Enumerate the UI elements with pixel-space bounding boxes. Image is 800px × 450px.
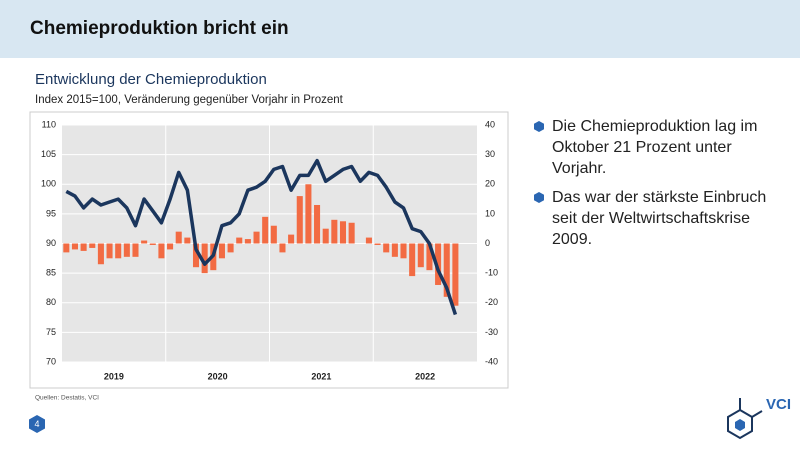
bar [123,243,130,257]
bar [192,243,200,268]
chart-subtitle: Index 2015=100, Veränderung gegenüber Vo… [35,94,344,106]
bullet-icon [534,121,544,132]
chart-title: Entwicklung der Chemieproduktion [35,71,267,88]
bar [322,228,329,244]
bar [175,231,182,244]
y-tick-label: 70 [46,356,56,366]
bar [201,243,208,274]
y-tick-label: 95 [46,208,56,218]
bar [218,243,225,259]
bar [236,237,243,244]
bar [106,243,113,259]
bar [141,240,148,244]
bar [244,239,251,244]
page-number: 4 [34,419,39,429]
bar [331,219,338,244]
bullet: Das war der stärkste Einbruch seit der W… [534,187,788,250]
bar [288,234,295,244]
bar [409,243,416,277]
bar [365,237,372,244]
bar [348,222,355,244]
header-band [0,0,800,58]
bar [184,237,191,244]
bar [167,243,174,250]
x-year-label: 2020 [208,371,228,381]
bullet-text: Die Chemieproduktion lag im Oktober 21 P… [552,118,758,177]
bar [253,231,260,244]
bar [314,204,321,244]
bar [383,243,390,253]
bar [63,243,70,253]
x-year-label: 2021 [311,371,331,381]
index-line [65,158,458,316]
bar [270,225,277,244]
y-tick-label: 80 [46,297,56,307]
y-tick-label: 90 [46,238,56,248]
bar [158,243,165,259]
bar [132,243,139,257]
y2-tick-label: 40 [485,119,495,129]
bar [374,243,381,245]
bullet-text: Das war der stärkste Einbruch seit der W… [552,189,767,248]
bullet: Die Chemieproduktion lag im Oktober 21 P… [534,116,788,179]
source: Quellen: Destatis, VCI [35,395,99,402]
bar [443,243,450,297]
y2-tick-label: -20 [485,297,498,307]
x-year-label: 2022 [415,371,435,381]
plot: 70 75 80 85 90 95 100 105 110 -40 -30 -20 -10 0 10 20 30… [41,119,498,381]
bar [400,243,407,259]
bar [452,243,459,306]
bar [89,243,96,248]
bar [296,196,303,244]
y-tick-label: 100 [41,179,56,189]
bar [279,243,286,253]
y-tick-label: 105 [41,149,56,159]
bar [97,243,104,265]
bar [71,243,78,250]
y2-tick-label: 10 [485,208,495,218]
logo-text: VCI [766,396,791,413]
logo-mark [727,398,763,440]
page-badge [29,415,45,433]
y-tick-label: 75 [46,327,56,337]
bar [435,243,442,285]
y2-tick-label: -30 [485,327,498,337]
y-tick-label: 110 [42,119,56,129]
bar [426,243,433,271]
bar [391,243,398,257]
bar [80,243,87,251]
y2-tick-label: 0 [485,238,490,248]
bar [339,221,347,244]
bullet-icon [534,192,544,203]
y-tick-label: 85 [46,268,56,278]
y2-tick-label: -10 [485,268,498,278]
y2-tick-label: 20 [485,179,495,189]
bullet-list: Die Chemieproduktion lag im Oktober 21 P… [534,116,788,258]
bar [227,243,234,253]
bar [417,243,424,268]
slide-title: Chemieproduktion bricht ein [30,18,289,39]
bar [115,243,122,259]
bar [262,216,269,244]
y2-tick-label: 30 [485,149,495,159]
bar [149,243,156,245]
x-year-label: 2019 [104,371,124,381]
bar [305,184,312,244]
y2-tick-label: -40 [485,356,498,366]
